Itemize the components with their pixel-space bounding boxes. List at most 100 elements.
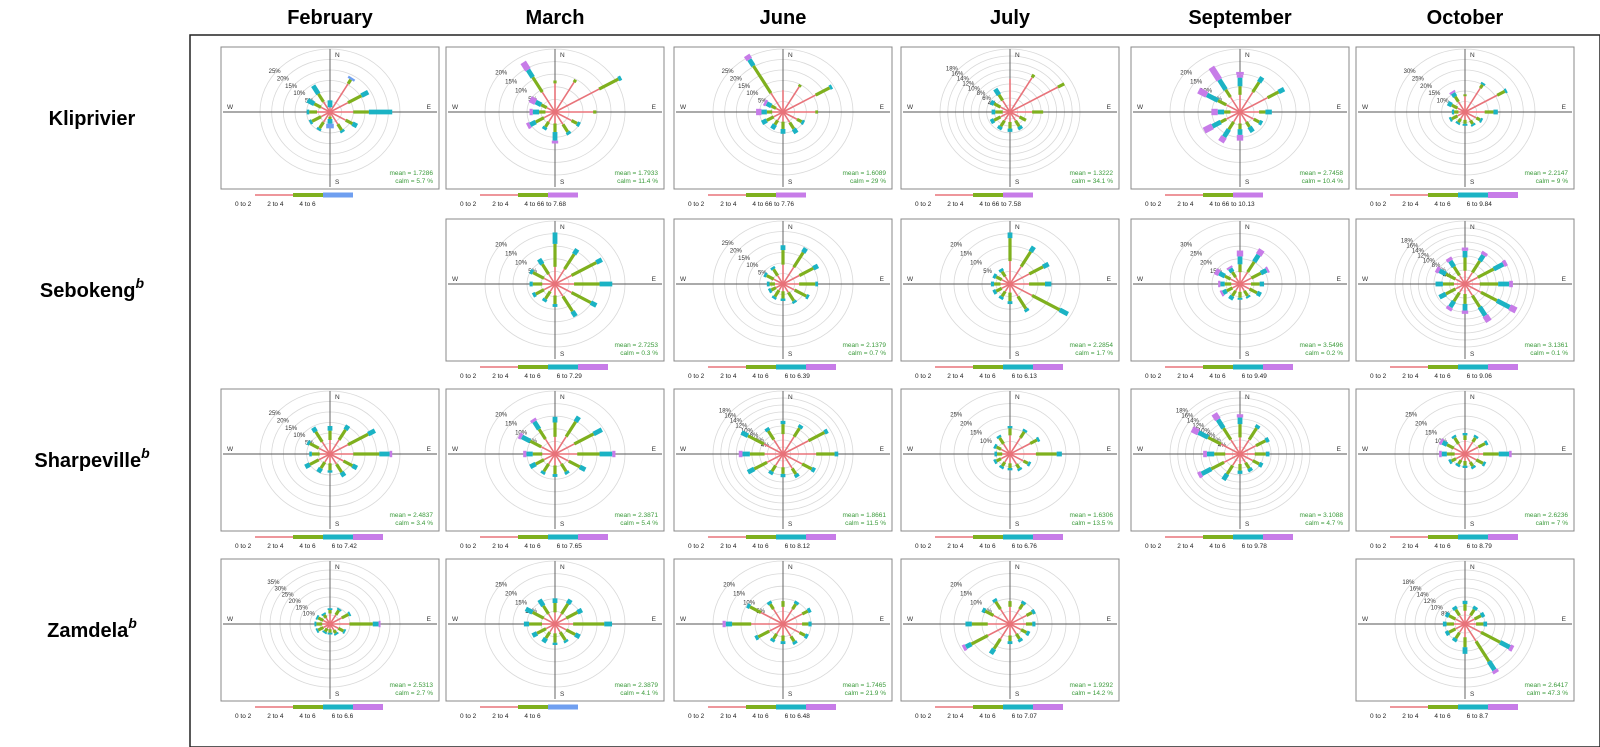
compass-label: S	[788, 521, 793, 528]
petal-segment	[814, 86, 831, 97]
compass-label: E	[652, 276, 657, 283]
petal-segment	[1009, 453, 1018, 465]
compass-label: E	[1337, 276, 1342, 283]
ring-label: 10%	[746, 263, 759, 269]
petal-segment	[806, 607, 812, 614]
legend-label: 2 to 4	[720, 543, 737, 550]
ring-label: 35%	[267, 580, 280, 586]
legend-swatch	[1233, 364, 1263, 370]
petal-segment	[1230, 278, 1241, 285]
legend-label: 6 to 8.79	[1467, 543, 1493, 550]
petal-segment	[529, 268, 535, 275]
legend-swatch	[935, 536, 973, 538]
petal-segment	[770, 104, 777, 110]
speed-legend: 0 to 2 2 to 4 4 to 6 6 to 9.06	[1370, 364, 1518, 380]
petal-segment	[1028, 245, 1036, 254]
petal-segment	[782, 283, 796, 291]
petal-segment	[558, 631, 567, 642]
compass-label: W	[1137, 446, 1144, 453]
petal-segment	[995, 286, 1003, 293]
petal-segment	[321, 612, 327, 617]
legend-swatch	[255, 706, 293, 708]
petal-segment	[560, 602, 570, 615]
petal-segment	[998, 436, 1005, 445]
petal-segment	[592, 427, 603, 437]
ring-label: 10%	[515, 88, 528, 94]
petal-segment	[1041, 261, 1050, 269]
speed-legend: 0 to 2 2 to 4 4 to 6 6 to 7.65	[460, 534, 608, 550]
petal-segment	[1480, 81, 1486, 87]
petal-segment	[547, 111, 556, 123]
compass-label: N	[560, 564, 565, 571]
compass-label: W	[907, 446, 914, 453]
petal-segment	[568, 459, 581, 469]
compass-label: E	[1107, 446, 1112, 453]
petal-segment	[541, 636, 548, 644]
ring-label: 25%	[282, 593, 295, 599]
legend-swatch	[578, 364, 608, 370]
petal-segment	[544, 290, 552, 300]
petal-segment	[810, 466, 817, 473]
petal-segment	[1464, 453, 1471, 463]
compass-label: N	[335, 564, 340, 571]
petal-segment	[1438, 438, 1445, 446]
petal-segment	[1205, 92, 1220, 103]
petal-segment	[1255, 290, 1262, 297]
legend-swatch	[255, 536, 293, 538]
petal-segment	[595, 257, 603, 265]
petal-segment	[1030, 608, 1036, 615]
ring-label: 10%	[980, 439, 993, 445]
petal-segment	[1009, 266, 1022, 285]
legend-swatch	[1233, 192, 1263, 198]
calm-label: calm = 3.4 %	[395, 520, 433, 527]
petal-segment	[984, 609, 995, 617]
legend-swatch	[973, 193, 1003, 197]
petal-segment	[547, 273, 556, 285]
petal-segment	[1464, 453, 1477, 461]
compass-label: E	[1107, 616, 1112, 623]
petal-segment	[782, 274, 800, 285]
ring-label: 10%	[293, 91, 306, 97]
legend-label: 0 to 2	[688, 201, 705, 208]
petal-segment	[746, 466, 756, 475]
petal-segment	[320, 106, 331, 113]
petal-segment	[598, 77, 620, 91]
compass-label: E	[880, 446, 885, 453]
petal-segment	[760, 611, 784, 625]
ring-label: 10%	[970, 600, 983, 606]
petal-segment	[1453, 95, 1460, 103]
petal-segment	[1230, 439, 1241, 455]
legend-swatch	[1033, 364, 1063, 370]
petal-segment	[1000, 448, 1011, 455]
petal-segment	[782, 94, 817, 113]
petal-segment	[1207, 436, 1222, 446]
compass-label: S	[1245, 179, 1250, 186]
petal-segment	[1239, 111, 1255, 120]
petal-segment	[554, 111, 564, 125]
legend-label: 2 to 4	[947, 713, 964, 720]
mean-label: mean = 1.7286	[389, 170, 433, 177]
petal-segment	[541, 91, 556, 113]
petal-segment	[1222, 427, 1233, 441]
petal-segment	[782, 440, 809, 455]
petal-segment	[1004, 276, 1011, 285]
petal-segment	[760, 118, 768, 126]
compass-label: E	[880, 276, 885, 283]
ring-label: 20%	[730, 76, 743, 82]
petal-segment	[576, 607, 584, 615]
petal-segment	[1479, 611, 1486, 618]
compass-label: W	[907, 276, 914, 283]
petal-segment	[1498, 640, 1511, 650]
speed-legend: 0 to 2 2 to 4 4 to 6 6 to 6.39	[688, 364, 836, 380]
legend-label: 0 to 2	[235, 543, 252, 550]
petal-segment	[1239, 277, 1252, 285]
petal-segment	[1001, 100, 1011, 113]
petal-segment	[316, 126, 322, 132]
petal-segment	[772, 608, 784, 625]
petal-segment	[1213, 268, 1221, 277]
petal-segment	[768, 623, 784, 632]
legend-label: 2 to 4	[492, 543, 509, 550]
petal-segment	[1464, 111, 1472, 121]
petal-segment	[537, 428, 547, 440]
